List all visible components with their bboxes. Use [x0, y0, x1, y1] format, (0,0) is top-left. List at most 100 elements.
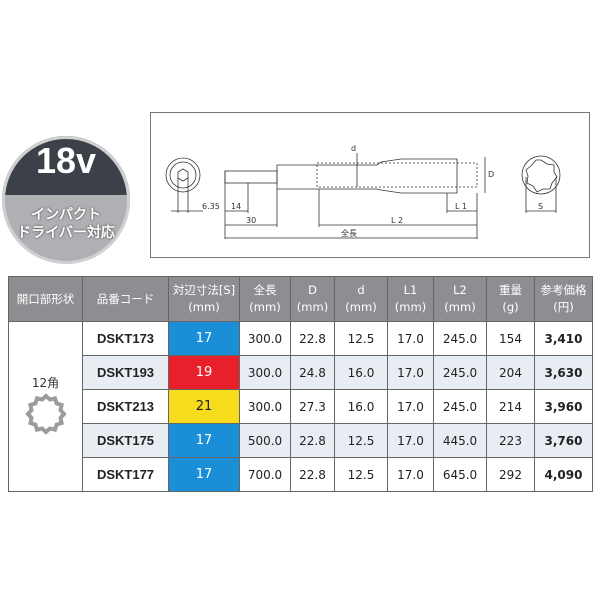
- cell-price: 3,760: [534, 423, 593, 458]
- column-header: 品番コード: [82, 276, 169, 322]
- column-header-text: D: [308, 283, 317, 297]
- cell-total: 300.0: [239, 389, 291, 424]
- cell-l1: 17.0: [387, 389, 434, 424]
- column-header-text: 重量: [499, 283, 522, 297]
- cell-code: DSKT177: [82, 457, 169, 492]
- cell-total: 300.0: [239, 355, 291, 390]
- column-header: 対辺寸法[S] (mm): [168, 276, 240, 322]
- cell-code: DSKT213: [82, 389, 169, 424]
- table-row: DSKT175 17 500.0 22.8 12.5 17.0 445.0 223 3,760: [9, 423, 593, 458]
- cell-price: 3,410: [534, 321, 593, 356]
- cell-price: 3,960: [534, 389, 593, 424]
- column-header-text: L2: [453, 283, 467, 297]
- cell-weight: 214: [486, 389, 535, 424]
- badge-line-1: インパクト: [31, 207, 101, 223]
- column-header-text: 開口部形状: [16, 291, 75, 306]
- cell-d: 16.0: [334, 389, 388, 424]
- cell-weight: 154: [486, 321, 535, 356]
- column-header: L2 (mm): [433, 276, 487, 322]
- column-header: 重量 (g): [486, 276, 535, 322]
- column-header-text: 対辺寸法[S]: [172, 283, 236, 297]
- column-header-text: (mm): [249, 300, 281, 314]
- hex-dim-label: 6.35: [202, 202, 220, 211]
- cell-l1: 17.0: [387, 355, 434, 390]
- cell-code: DSKT175: [82, 423, 169, 458]
- cell-d: 12.5: [334, 457, 388, 492]
- cell-code: DSKT173: [82, 321, 169, 356]
- cell-d: 16.0: [334, 355, 388, 390]
- socket-side-view: 14 30 L 2 L 1 全長 d D: [224, 144, 494, 239]
- column-header-text: 参考価格: [540, 283, 587, 297]
- svg-text:S: S: [538, 202, 543, 211]
- svg-text:30: 30: [246, 216, 256, 225]
- cell-weight: 292: [486, 457, 535, 492]
- svg-text:全長: 全長: [341, 228, 357, 238]
- table-header-row: 開口部形状 品番コード 対辺寸法[S] (mm) 全長 (mm) D (mm) d (mm) L1 (…: [8, 276, 593, 322]
- column-header: 開口部形状: [8, 276, 83, 322]
- column-header-text: 品番コード: [96, 291, 155, 306]
- column-header-text: (mm): [394, 300, 427, 314]
- cell-d: 12.5: [334, 423, 388, 458]
- svg-text:L 1: L 1: [455, 202, 467, 211]
- column-header: L1 (mm): [387, 276, 434, 322]
- cell-s: 17: [168, 423, 240, 458]
- cell-l1: 17.0: [387, 457, 434, 492]
- column-header-text: (mm): [296, 300, 329, 314]
- cell-price: 3,630: [534, 355, 593, 390]
- end-view-hex: 6.35: [165, 157, 220, 213]
- cell-l1: 17.0: [387, 423, 434, 458]
- table-row: DSKT213 21 300.0 27.3 16.0 17.0 245.0 214 3,960: [9, 389, 593, 424]
- svg-text:L 2: L 2: [391, 216, 403, 225]
- cell-s: 19: [168, 355, 240, 390]
- 12-point-icon: [24, 392, 67, 435]
- cell-d: 27.3: [290, 389, 335, 424]
- svg-text:14: 14: [231, 202, 241, 211]
- cell-total: 300.0: [239, 321, 291, 356]
- column-header-text: (mm): [345, 300, 377, 314]
- end-view-12-point: S: [521, 155, 561, 213]
- cell-total: 700.0: [239, 457, 291, 492]
- column-header-text: (円): [553, 300, 574, 314]
- cell-l2: 245.0: [433, 321, 487, 356]
- cell-s: 21: [168, 389, 240, 424]
- spec-table: 開口部形状 品番コード 対辺寸法[S] (mm) 全長 (mm) D (mm) d (mm) L1 (…: [8, 276, 593, 492]
- cell-d: 22.8: [290, 321, 335, 356]
- cell-weight: 223: [486, 423, 535, 458]
- cell-price: 4,090: [534, 457, 593, 492]
- cell-d: 22.8: [290, 423, 335, 458]
- table-row: DSKT193 19 300.0 24.8 16.0 17.0 245.0 204 3,630: [9, 355, 593, 390]
- badge-line-2: ドライバー対応: [17, 225, 115, 241]
- column-header-text: L1: [403, 283, 418, 297]
- column-header: D (mm): [290, 276, 335, 322]
- voltage-label: 18v: [35, 140, 97, 181]
- 18v-impact-badge: 18v インパクト ドライバー対応: [2, 136, 130, 264]
- table-row: DSKT177 17 700.0 22.8 12.5 17.0 645.0 292 4,090: [9, 457, 593, 492]
- shape-label: 12角: [31, 375, 60, 390]
- column-header-text: (mm): [188, 300, 220, 314]
- cell-code: DSKT193: [82, 355, 169, 390]
- cell-l1: 17.0: [387, 321, 434, 356]
- cell-weight: 204: [486, 355, 535, 390]
- column-header: 全長 (mm): [239, 276, 291, 322]
- column-header-text: d: [357, 283, 365, 297]
- column-header-text: 全長: [253, 283, 277, 297]
- cell-s: 17: [168, 321, 240, 356]
- cell-l2: 245.0: [433, 389, 487, 424]
- column-header-text: (mm): [444, 300, 476, 314]
- cell-total: 500.0: [239, 423, 291, 458]
- column-header: 参考価格 (円): [534, 276, 593, 322]
- cell-d: 24.8: [290, 355, 335, 390]
- cell-s: 17: [168, 457, 240, 492]
- cell-l2: 445.0: [433, 423, 487, 458]
- column-header-text: (g): [502, 300, 519, 314]
- cell-l2: 645.0: [433, 457, 487, 492]
- svg-text:D: D: [488, 170, 494, 179]
- table-row: 12角 DSKT173 17 300.0 22.8 12.5 17.0 245.0 154 3,4…: [8, 321, 593, 492]
- opening-shape-cell: 12角: [8, 321, 83, 492]
- dimension-diagram: 6.35 14 30 L 2 L 1 全長 d D S: [150, 112, 590, 258]
- column-header: d (mm): [334, 276, 388, 322]
- svg-text:d: d: [351, 144, 356, 153]
- cell-l2: 245.0: [433, 355, 487, 390]
- cell-d: 22.8: [290, 457, 335, 492]
- cell-d: 12.5: [334, 321, 388, 356]
